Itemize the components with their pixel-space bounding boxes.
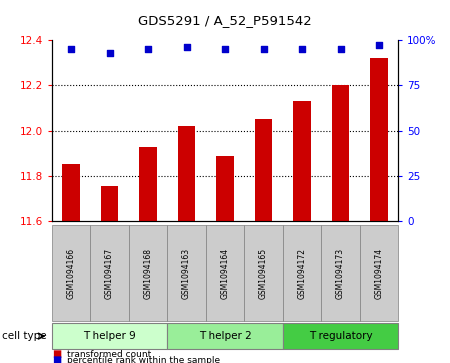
Point (298, 46, 306, 52)
Point (260, 46, 267, 52)
Text: GSM1094172: GSM1094172 (297, 248, 306, 299)
Bar (332, 85, 349, 221)
Point (221, 46, 229, 52)
Bar (140, 147, 157, 221)
Text: ■: ■ (52, 355, 61, 363)
Text: ■: ■ (52, 349, 61, 359)
Point (106, 50, 113, 56)
Bar (101, 186, 118, 221)
Text: GSM1094165: GSM1094165 (259, 248, 268, 299)
Text: GSM1094163: GSM1094163 (182, 248, 191, 299)
Text: GSM1094166: GSM1094166 (67, 248, 76, 299)
Text: GSM1094167: GSM1094167 (105, 248, 114, 299)
Text: T regulatory: T regulatory (309, 331, 372, 341)
Point (68, 46, 75, 52)
Text: percentile rank within the sample: percentile rank within the sample (67, 356, 220, 363)
Point (337, 46, 344, 52)
Point (183, 44, 190, 50)
Text: T helper 9: T helper 9 (83, 331, 136, 341)
Bar (63, 164, 80, 221)
Point (144, 46, 152, 52)
Text: cell type: cell type (2, 331, 47, 341)
Text: GDS5291 / A_52_P591542: GDS5291 / A_52_P591542 (138, 15, 312, 28)
Text: GSM1094173: GSM1094173 (336, 248, 345, 299)
Text: T helper 2: T helper 2 (198, 331, 252, 341)
Text: GSM1094174: GSM1094174 (374, 248, 383, 299)
Text: transformed count: transformed count (67, 350, 151, 359)
Bar (216, 156, 234, 221)
Point (375, 42, 382, 48)
Bar (255, 119, 272, 221)
Bar (178, 126, 195, 221)
Bar (293, 101, 310, 221)
Text: GSM1094164: GSM1094164 (220, 248, 230, 299)
Text: GSM1094168: GSM1094168 (144, 248, 153, 299)
Bar (370, 58, 387, 221)
